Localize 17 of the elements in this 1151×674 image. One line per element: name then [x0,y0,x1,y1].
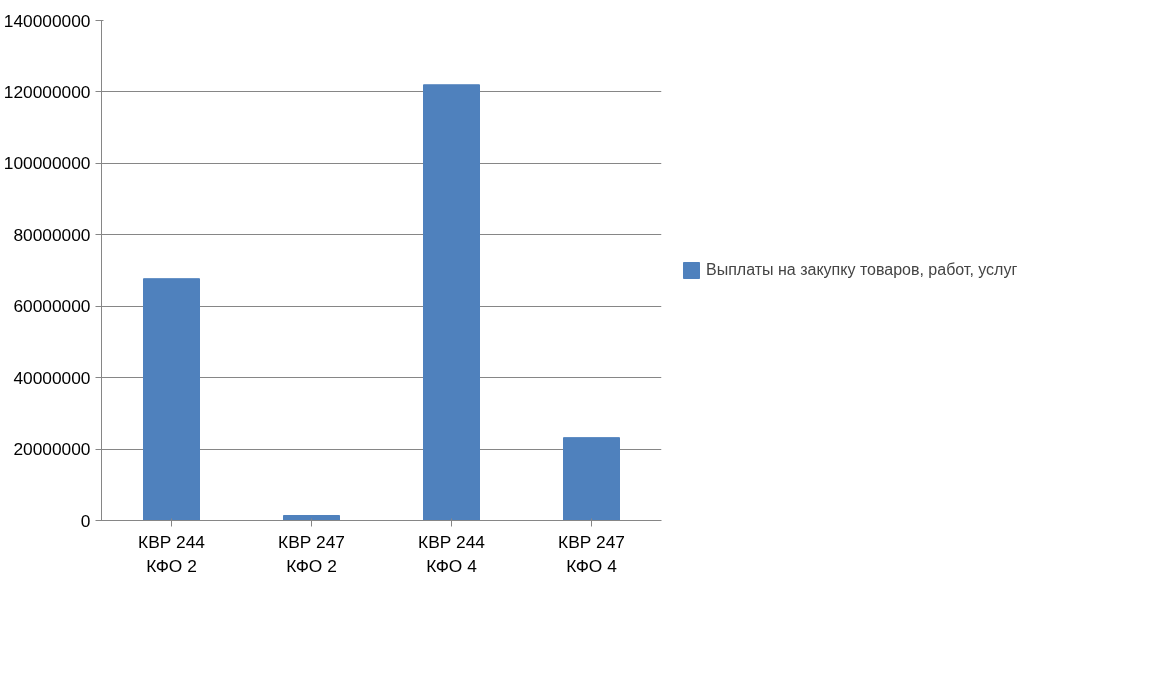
y-tick-label: 60000000 [13,296,91,317]
y-tick-label: 140000000 [3,10,91,31]
bar [283,515,340,521]
bar [563,437,620,521]
y-tick-label: 100000000 [3,153,91,174]
bar [143,278,200,521]
x-tick-label: КВР 247 КФО 4 [558,531,625,576]
y-tick-label: 20000000 [13,439,91,460]
x-tick-label: КВР 244 КФО 2 [138,531,206,576]
y-tick-label: 80000000 [13,224,91,245]
y-tick-label: 120000000 [3,81,91,102]
y-tick-label: 0 [80,510,91,531]
x-tick-label: КВР 247 КФО 2 [278,531,345,576]
x-tick-label: КВР 244 КФО 4 [418,531,486,576]
bar [423,84,480,521]
y-tick-label: 40000000 [13,367,91,388]
legend-label: Выплаты на закупку товаров, работ, услуг [706,261,1018,279]
